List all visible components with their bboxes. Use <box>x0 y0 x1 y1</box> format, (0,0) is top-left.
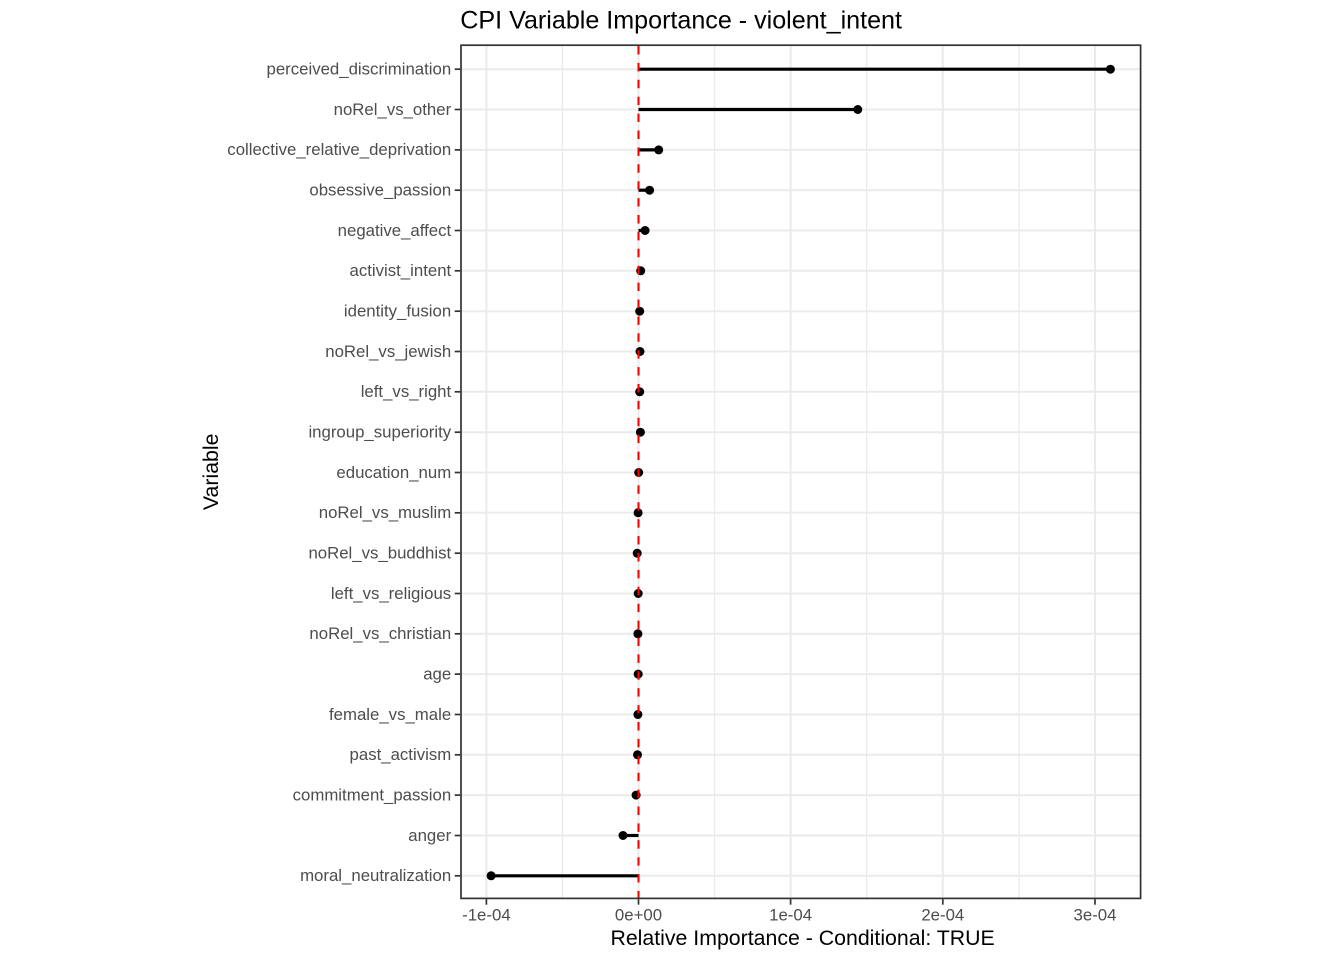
svg-text:left_vs_right: left_vs_right <box>361 382 452 401</box>
svg-text:activist_intent: activist_intent <box>350 261 452 280</box>
svg-text:perceived_discrimination: perceived_discrimination <box>267 60 452 79</box>
svg-text:-1e-04: -1e-04 <box>462 905 511 924</box>
svg-text:age: age <box>423 664 451 683</box>
svg-text:past_activism: past_activism <box>350 745 452 764</box>
svg-text:Relative Importance - Conditio: Relative Importance - Conditional: TRUE <box>610 926 994 950</box>
svg-text:1e-04: 1e-04 <box>769 905 812 924</box>
svg-text:female_vs_male: female_vs_male <box>329 705 451 724</box>
svg-text:Variable: Variable <box>199 434 223 511</box>
svg-text:negative_affect: negative_affect <box>338 221 452 240</box>
svg-text:education_num: education_num <box>336 463 451 482</box>
svg-text:left_vs_religious: left_vs_religious <box>331 584 451 603</box>
svg-text:collective_relative_deprivatio: collective_relative_deprivation <box>227 140 451 159</box>
svg-text:noRel_vs_muslim: noRel_vs_muslim <box>319 503 451 522</box>
svg-text:noRel_vs_other: noRel_vs_other <box>334 100 452 119</box>
svg-text:identity_fusion: identity_fusion <box>344 302 451 321</box>
svg-text:3e-04: 3e-04 <box>1074 905 1117 924</box>
svg-text:obsessive_passion: obsessive_passion <box>309 181 451 200</box>
svg-text:2e-04: 2e-04 <box>921 905 964 924</box>
svg-text:commitment_passion: commitment_passion <box>293 785 452 804</box>
svg-text:0e+00: 0e+00 <box>615 905 662 924</box>
svg-text:noRel_vs_jewish: noRel_vs_jewish <box>325 342 451 361</box>
svg-text:noRel_vs_christian: noRel_vs_christian <box>309 624 451 643</box>
svg-text:ingroup_superiority: ingroup_superiority <box>308 423 451 442</box>
svg-text:moral_neutralization: moral_neutralization <box>300 866 451 885</box>
svg-text:anger: anger <box>408 826 451 845</box>
svg-text:noRel_vs_buddhist: noRel_vs_buddhist <box>308 544 451 563</box>
svg-text:CPI Variable Importance - viol: CPI Variable Importance - violent_intent <box>460 7 902 35</box>
